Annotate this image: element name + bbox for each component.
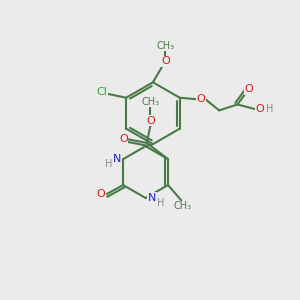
Text: O: O [244, 84, 253, 94]
Text: Cl: Cl [97, 87, 107, 98]
Text: O: O [146, 116, 155, 126]
Text: H: H [157, 198, 164, 208]
Text: N: N [148, 193, 156, 203]
Text: H: H [266, 104, 273, 114]
Text: H: H [105, 159, 112, 170]
Text: O: O [97, 190, 105, 200]
Text: N: N [112, 154, 121, 164]
Text: CH₃: CH₃ [156, 41, 174, 51]
Text: O: O [161, 56, 170, 66]
Text: O: O [255, 104, 264, 114]
Text: CH₃: CH₃ [174, 201, 192, 211]
Text: O: O [119, 134, 128, 144]
Text: O: O [196, 94, 205, 104]
Text: CH₃: CH₃ [141, 97, 159, 107]
